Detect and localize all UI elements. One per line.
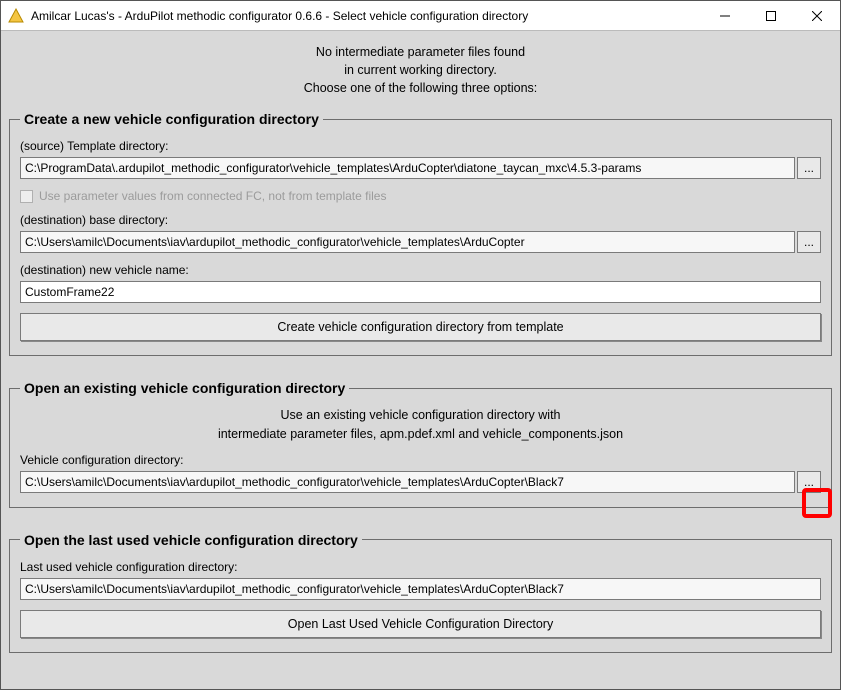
last-used-legend: Open the last used vehicle configuration… — [20, 532, 362, 548]
open-hint-line: Use an existing vehicle configuration di… — [20, 406, 821, 424]
window-title: Amilcar Lucas's - ArduPilot methodic con… — [31, 9, 702, 23]
app-window: Amilcar Lucas's - ArduPilot methodic con… — [0, 0, 841, 690]
open-hint-line: intermediate parameter files, apm.pdef.x… — [20, 425, 821, 443]
app-icon — [7, 7, 25, 25]
vehicle-name-label: (destination) new vehicle name: — [20, 263, 821, 277]
client-area: No intermediate parameter files found in… — [1, 31, 840, 665]
open-hint: Use an existing vehicle configuration di… — [20, 406, 821, 442]
minimize-button[interactable] — [702, 1, 748, 31]
dest-dir-row: ... — [20, 231, 821, 253]
open-group: Open an existing vehicle configuration d… — [9, 380, 832, 507]
top-message-line: in current working directory. — [9, 61, 832, 79]
fc-values-checkbox — [20, 190, 33, 203]
create-from-template-button[interactable]: Create vehicle configuration directory f… — [20, 313, 821, 341]
titlebar: Amilcar Lucas's - ArduPilot methodic con… — [1, 1, 840, 31]
template-dir-row: ... — [20, 157, 821, 179]
fc-values-checkbox-row: Use parameter values from connected FC, … — [20, 189, 821, 203]
open-last-used-button[interactable]: Open Last Used Vehicle Configuration Dir… — [20, 610, 821, 638]
last-used-group: Open the last used vehicle configuration… — [9, 532, 832, 653]
window-controls — [702, 1, 840, 31]
close-button[interactable] — [794, 1, 840, 31]
last-used-dir-label: Last used vehicle configuration director… — [20, 560, 821, 574]
vehicle-config-dir-input[interactable] — [20, 471, 795, 493]
top-message-line: Choose one of the following three option… — [9, 79, 832, 97]
create-legend: Create a new vehicle configuration direc… — [20, 111, 323, 127]
create-group: Create a new vehicle configuration direc… — [9, 111, 832, 356]
vehicle-config-dir-label: Vehicle configuration directory: — [20, 453, 821, 467]
maximize-button[interactable] — [748, 1, 794, 31]
dest-dir-label: (destination) base directory: — [20, 213, 821, 227]
vehicle-config-dir-browse-button[interactable]: ... — [797, 471, 821, 493]
last-used-dir-input[interactable] — [20, 578, 821, 600]
template-dir-input[interactable] — [20, 157, 795, 179]
open-legend: Open an existing vehicle configuration d… — [20, 380, 349, 396]
vehicle-name-input[interactable] — [20, 281, 821, 303]
fc-values-checkbox-label: Use parameter values from connected FC, … — [39, 189, 386, 203]
dest-dir-input[interactable] — [20, 231, 795, 253]
template-dir-label: (source) Template directory: — [20, 139, 821, 153]
top-message-line: No intermediate parameter files found — [9, 43, 832, 61]
top-message: No intermediate parameter files found in… — [9, 43, 832, 97]
dest-dir-browse-button[interactable]: ... — [797, 231, 821, 253]
template-dir-browse-button[interactable]: ... — [797, 157, 821, 179]
vehicle-config-dir-row: ... — [20, 471, 821, 493]
